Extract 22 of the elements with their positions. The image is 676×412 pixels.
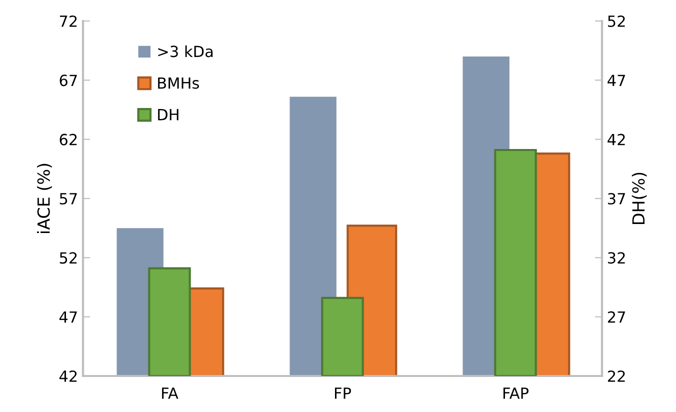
x-tick-label: FP bbox=[335, 388, 351, 399]
x-tick-label: FAP bbox=[503, 388, 529, 399]
y-tick-label: 67 bbox=[60, 74, 77, 86]
y2-tick-label: 22 bbox=[608, 370, 625, 382]
legend-label: >3 kDa bbox=[158, 45, 213, 58]
y-tick-label: 42 bbox=[59, 370, 77, 382]
y2-tick-label: 27 bbox=[608, 311, 625, 323]
y-tick-label: 57 bbox=[60, 193, 77, 205]
x-tick-label: FA bbox=[162, 388, 178, 399]
y2-tick-label: 42 bbox=[608, 134, 625, 146]
y-tick-label: 47 bbox=[59, 312, 77, 323]
y2-tick-label: 52 bbox=[608, 15, 625, 28]
y-tick-label: 72 bbox=[60, 15, 77, 27]
legend-label: DH bbox=[158, 109, 178, 120]
y-axis-title: iACE (%) bbox=[37, 164, 52, 233]
y-tick-label: 62 bbox=[60, 134, 77, 146]
y-tick-label: 52 bbox=[60, 252, 77, 264]
legend-label: BMHs bbox=[158, 77, 199, 89]
y2-tick-label: 37 bbox=[608, 192, 625, 205]
y2-tick-label: 47 bbox=[608, 74, 625, 86]
y2-axis-title: DH(%) bbox=[632, 172, 647, 224]
y2-tick-label: 32 bbox=[608, 252, 625, 264]
